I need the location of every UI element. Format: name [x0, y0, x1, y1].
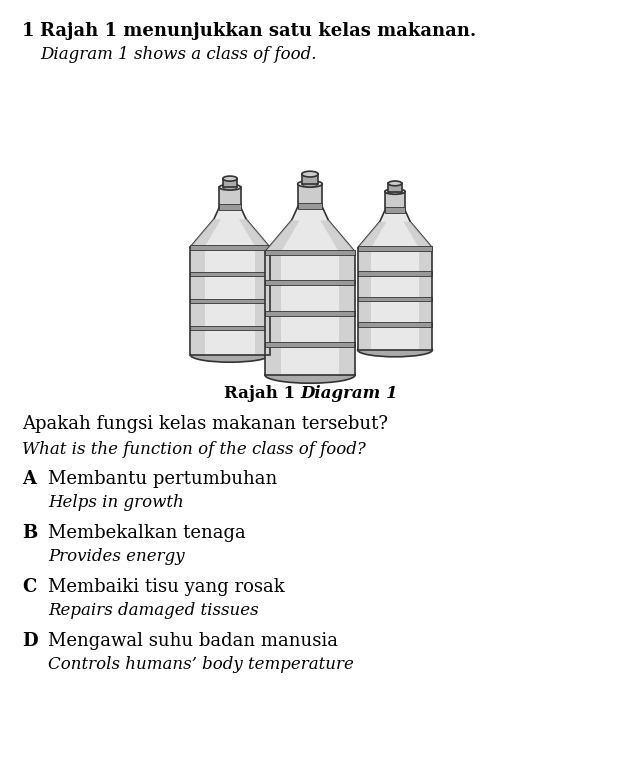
Text: Provides energy: Provides energy [48, 548, 184, 565]
Text: Diagram 1: Diagram 1 [300, 385, 397, 402]
Polygon shape [191, 247, 270, 355]
Polygon shape [265, 220, 300, 252]
Text: Rajah 1: Rajah 1 [224, 385, 295, 402]
Ellipse shape [388, 181, 402, 185]
Polygon shape [219, 204, 241, 210]
Text: Helps in growth: Helps in growth [48, 494, 184, 511]
Ellipse shape [191, 348, 270, 362]
Text: B: B [22, 524, 37, 542]
Text: Repairs damaged tissues: Repairs damaged tissues [48, 602, 259, 619]
Text: What is the function of the class of food?: What is the function of the class of foo… [22, 441, 366, 458]
Polygon shape [385, 207, 405, 213]
Polygon shape [385, 192, 405, 210]
Ellipse shape [302, 171, 318, 177]
Polygon shape [265, 250, 355, 255]
Polygon shape [358, 248, 433, 350]
Ellipse shape [358, 343, 433, 357]
Ellipse shape [385, 189, 405, 194]
Polygon shape [388, 183, 402, 192]
Polygon shape [265, 207, 355, 252]
Text: Apakah fungsi kelas makanan tersebut?: Apakah fungsi kelas makanan tersebut? [22, 415, 388, 433]
Polygon shape [358, 246, 433, 251]
Text: C: C [22, 578, 36, 596]
Polygon shape [265, 252, 355, 375]
Polygon shape [191, 207, 270, 247]
Text: 1: 1 [22, 22, 35, 40]
Polygon shape [255, 247, 270, 355]
Polygon shape [191, 272, 270, 276]
Polygon shape [320, 220, 355, 252]
Polygon shape [191, 247, 205, 355]
Text: Diagram 1 shows a class of food.: Diagram 1 shows a class of food. [40, 46, 317, 63]
Text: Membaiki tisu yang rosak: Membaiki tisu yang rosak [48, 578, 285, 596]
Polygon shape [297, 203, 322, 210]
Polygon shape [358, 323, 433, 327]
Polygon shape [297, 184, 322, 207]
Polygon shape [265, 341, 355, 347]
Polygon shape [265, 252, 281, 375]
Ellipse shape [297, 181, 322, 187]
Polygon shape [358, 297, 433, 301]
Polygon shape [191, 326, 270, 330]
Polygon shape [404, 222, 433, 248]
Polygon shape [265, 311, 355, 316]
Text: Rajah 1 menunjukkan satu kelas makanan.: Rajah 1 menunjukkan satu kelas makanan. [40, 22, 476, 40]
Polygon shape [339, 252, 355, 375]
Polygon shape [302, 174, 318, 184]
Polygon shape [358, 272, 433, 275]
Polygon shape [191, 220, 221, 247]
Ellipse shape [223, 185, 237, 190]
Ellipse shape [265, 367, 355, 383]
Ellipse shape [302, 181, 318, 187]
Polygon shape [358, 210, 433, 248]
Polygon shape [191, 245, 270, 250]
Polygon shape [358, 248, 371, 350]
Polygon shape [265, 280, 355, 286]
Ellipse shape [388, 189, 402, 194]
Text: Controls humans’ body temperature: Controls humans’ body temperature [48, 656, 354, 673]
Text: Membantu pertumbuhan: Membantu pertumbuhan [48, 470, 277, 488]
Polygon shape [419, 248, 433, 350]
Ellipse shape [223, 176, 237, 181]
Ellipse shape [219, 185, 241, 190]
Polygon shape [219, 187, 241, 207]
Text: Membekalkan tenaga: Membekalkan tenaga [48, 524, 246, 542]
Text: D: D [22, 632, 38, 650]
Polygon shape [191, 299, 270, 303]
Polygon shape [223, 178, 237, 187]
Polygon shape [239, 220, 270, 247]
Text: Mengawal suhu badan manusia: Mengawal suhu badan manusia [48, 632, 338, 650]
Text: A: A [22, 470, 36, 488]
Polygon shape [358, 222, 386, 248]
